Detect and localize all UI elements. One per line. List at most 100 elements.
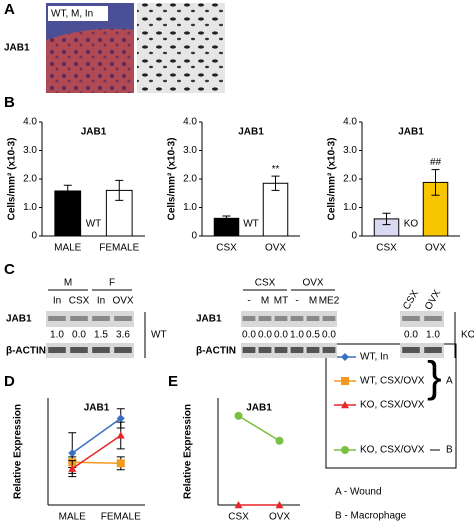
genotype: WT [151,330,167,341]
y-tick-label: 0 [31,231,37,242]
error-bar [222,215,231,222]
blot [46,311,134,327]
inset-label: WT, M, In [51,9,93,20]
y-axis-label: Relative Expression [13,404,24,499]
y-tick-label: 0 [191,231,197,242]
marker [116,414,125,423]
y-tick-label: 4.0 [183,117,197,128]
lane-label: In [97,296,105,307]
marker [68,449,77,458]
blot [400,343,444,358]
quantity: 0.0 [404,330,418,341]
x-tick-label: OVX [265,243,286,254]
x-tick-label: OVX [425,243,446,254]
y-axis-label: Relative Expression [183,404,194,499]
band [322,347,336,353]
band [92,347,110,353]
quantity: 0.0 [242,330,256,341]
band [48,316,66,321]
lane-label: M [309,296,317,307]
band [258,316,272,321]
blot [241,343,337,358]
quantity: 1.0 [50,330,64,341]
lane-label: MT [274,296,288,307]
band [92,316,110,321]
band [424,316,442,321]
blot [46,343,134,358]
annotation: WT [243,219,259,230]
annotation: KO [404,219,419,230]
marker [341,353,349,361]
note: A - Wound [335,487,382,498]
y-tick-label: 3.0 [23,145,37,156]
marker [116,459,125,468]
group-header: CSX [255,278,276,289]
y-tick-label: 4.0 [343,117,357,128]
band [70,347,88,353]
x-tick-label: FEMALE [101,512,141,523]
legend-group: A [446,376,453,387]
annotation: WT [86,219,102,230]
lane-label: CSX [69,296,90,307]
y-tick-label: 2.0 [183,174,197,185]
note: B - Macrophage [335,511,407,522]
band [258,347,272,353]
error-bar [431,169,440,196]
x-tick-label: MALE [59,512,87,523]
y-tick-label: 1.0 [23,202,37,213]
significance: ** [272,164,280,175]
row-label: β-ACTIN [196,346,236,357]
micrograph [137,3,225,93]
blot [241,311,337,327]
panel-letter: D [4,373,15,390]
error-bar [63,184,72,198]
group-header: M [64,278,72,289]
marker [234,501,243,509]
marker [341,401,349,409]
chart-title: JAB1 [246,403,272,414]
y-tick-label: 3.0 [183,145,197,156]
y-axis-label: Cells/mm² (x10-3) [167,138,178,221]
legend-label: WT, CSX/OVX [360,376,425,387]
marker [275,501,284,509]
y-tick-label: 4.0 [23,117,37,128]
chart-title: JAB1 [84,403,110,414]
band [114,347,132,353]
x-tick-label: CSX [376,243,397,254]
band [48,347,66,353]
quantity: 0.0 [258,330,272,341]
y-tick-label: 2.0 [343,174,357,185]
x-tick-label: CSX [228,512,249,523]
band [70,316,88,321]
y-axis-label: Cells/mm² (x10-3) [327,138,338,221]
quantity: 0.0 [322,330,336,341]
group-header: OVX [302,278,323,289]
band [402,316,420,321]
group-header: F [109,278,115,289]
tissue [46,28,134,93]
genotype: KO [461,330,474,341]
panel-letter: C [4,261,15,278]
marker [341,377,349,385]
lane-label: In [53,296,61,307]
series-line [238,415,280,442]
row-label: β-ACTIN [6,346,46,357]
y-tick-label: 1.0 [343,202,357,213]
band [290,347,304,353]
error-bar [382,212,391,226]
y-tick-label: 3.0 [343,145,357,156]
chart-title: JAB1 [238,127,264,138]
quantity: 0.5 [306,330,320,341]
marker [116,431,125,439]
chart-title: JAB1 [398,127,424,138]
marker [275,436,284,445]
quantity: 3.6 [116,330,130,341]
band [242,316,256,321]
marker [341,446,349,454]
lane-label: CSX [401,288,421,312]
chart-title: JAB1 [81,127,107,138]
y-axis-label: Cells/mm² (x10-3) [7,138,18,221]
band [242,347,256,353]
